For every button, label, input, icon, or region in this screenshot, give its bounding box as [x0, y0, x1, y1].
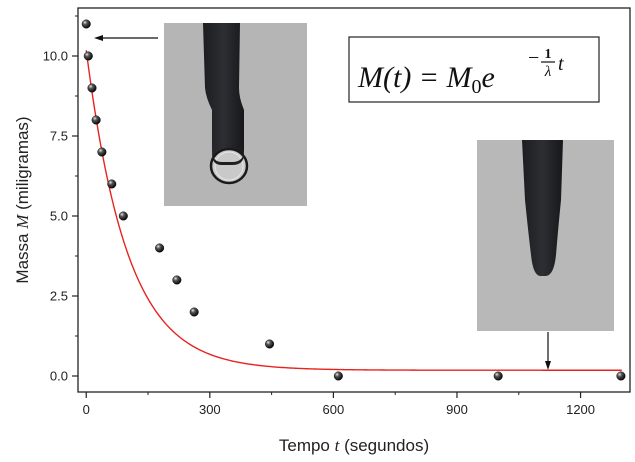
- equation-box: M(t) = M0e − 1 λ t: [348, 36, 600, 103]
- annotation-arrow-inset-2: [545, 332, 551, 370]
- y-tick-label: 10.0: [43, 49, 68, 64]
- equation-base: e: [482, 61, 495, 94]
- data-point: [189, 307, 199, 317]
- data-point: [91, 115, 101, 125]
- x-tick-label: 0: [83, 402, 90, 417]
- data-point: [155, 243, 165, 253]
- data-point: [83, 51, 93, 61]
- data-point: [118, 211, 128, 221]
- data-point: [493, 371, 503, 381]
- x-axis-label: Tempo t (segundos): [279, 436, 429, 455]
- x-axis-ticks: 0 300 600 900 1200: [83, 392, 595, 417]
- equation-frac-num: 1: [545, 47, 552, 62]
- equation-exp-var: t: [558, 53, 564, 75]
- data-point: [265, 339, 275, 349]
- equation-lhs: M(t) = M0e: [357, 61, 495, 98]
- annotation-arrow-inset-1: [94, 35, 158, 41]
- data-point: [616, 371, 626, 381]
- equation-exp-sign: −: [528, 47, 539, 69]
- x-tick-label: 1200: [566, 402, 595, 417]
- equation-subscript: 0: [472, 76, 482, 98]
- x-tick-label: 900: [446, 402, 468, 417]
- equation-lhs-text: M(t) = M: [357, 61, 474, 94]
- x-tick-label: 600: [323, 402, 345, 417]
- data-points: [81, 19, 626, 381]
- photo-inset-needle-after: [477, 140, 614, 331]
- data-point: [87, 83, 97, 93]
- y-tick-label: 7.5: [50, 129, 68, 144]
- data-point: [333, 371, 343, 381]
- y-tick-label: 2.5: [50, 289, 68, 304]
- y-axis-label: Massa M (miligramas): [13, 116, 32, 283]
- equation-frac-den: λ: [544, 64, 552, 80]
- x-tick-label: 300: [199, 402, 221, 417]
- y-axis-ticks: 0.0 2.5 5.0 7.5 10.0: [43, 15, 78, 384]
- data-point: [97, 147, 107, 157]
- y-tick-label: 0.0: [50, 369, 68, 384]
- data-point: [172, 275, 182, 285]
- data-point: [81, 19, 91, 29]
- y-tick-label: 5.0: [50, 209, 68, 224]
- plot-frame: [77, 7, 631, 393]
- data-point: [107, 179, 117, 189]
- photo-inset-drop-forming: [164, 23, 307, 206]
- fit-curve: [85, 50, 622, 371]
